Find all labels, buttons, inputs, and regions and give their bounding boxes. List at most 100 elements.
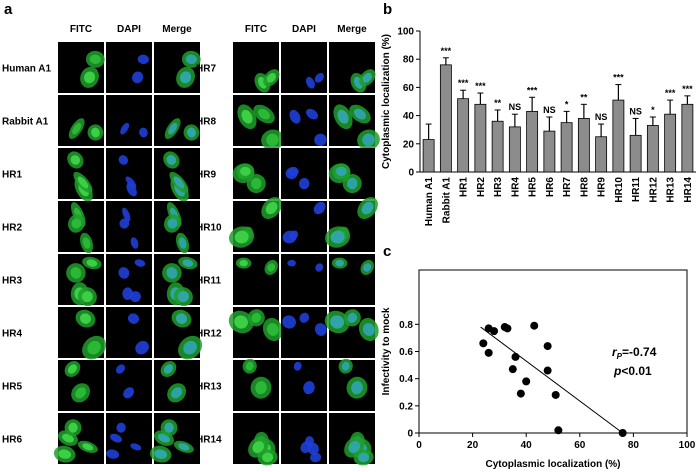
- micrograph: [58, 307, 107, 360]
- nucleus-green: [86, 259, 98, 267]
- nucleus-green: [266, 323, 279, 336]
- nucleus: [354, 108, 367, 120]
- point: [522, 377, 531, 386]
- nucleus: [346, 177, 358, 190]
- x-tick-label: HR8: [579, 177, 590, 197]
- nucleus: [177, 291, 189, 303]
- micrograph: [329, 358, 375, 411]
- nucleus-green: [234, 230, 249, 244]
- micrograph: [154, 148, 200, 202]
- significance-label: ***: [527, 85, 538, 95]
- nucleus-green: [241, 109, 253, 124]
- nucleus-green: [258, 108, 271, 120]
- row-label: HR7: [196, 64, 216, 75]
- nucleus: [120, 122, 130, 135]
- nucleus: [180, 71, 192, 84]
- significance-label: ***: [458, 78, 469, 88]
- nucleus: [362, 323, 375, 336]
- micrograph: [324, 307, 379, 358]
- bar: [664, 113, 677, 173]
- micrograph: [106, 95, 152, 146]
- nucleus: [158, 433, 170, 443]
- micrograph: [325, 197, 378, 252]
- significance-label: NS: [595, 112, 608, 122]
- bar: [560, 122, 573, 173]
- nucleus: [178, 443, 190, 451]
- nucleus: [305, 76, 315, 89]
- micrograph: [281, 42, 327, 93]
- nucleus: [122, 207, 131, 222]
- nucleus: [163, 364, 173, 374]
- significance-label: ***: [475, 81, 486, 91]
- bar: [457, 98, 470, 173]
- micrograph: [53, 413, 104, 464]
- micrograph: [154, 95, 200, 146]
- nucleus-green: [234, 315, 248, 329]
- nucleus: [171, 387, 183, 399]
- nucleus: [134, 259, 146, 267]
- nucleus: [127, 313, 140, 324]
- nucleus-green: [75, 387, 87, 399]
- nucleus-green: [84, 71, 96, 84]
- micrograph: [106, 254, 152, 305]
- nucleus: [314, 323, 327, 336]
- nucleus: [135, 340, 149, 355]
- nucleus: [118, 267, 130, 279]
- micrograph: [281, 254, 327, 305]
- nucleus: [362, 133, 375, 146]
- nucleus: [137, 54, 149, 64]
- row-label: HR13: [196, 382, 222, 393]
- bar: [439, 64, 452, 173]
- x-tick-label: 40: [521, 440, 533, 451]
- nucleus-green: [267, 263, 276, 272]
- nucleus-green: [62, 433, 74, 443]
- nucleus: [129, 291, 141, 303]
- micrograph: [329, 42, 376, 93]
- bar: [508, 126, 521, 173]
- nucleus: [330, 315, 344, 329]
- bar: [474, 103, 487, 173]
- nucleus-green: [252, 441, 265, 454]
- nucleus-green: [266, 72, 276, 83]
- micrograph: [328, 148, 375, 199]
- micrograph: [228, 307, 283, 358]
- nucleus: [341, 361, 350, 371]
- significance-label: ***: [441, 46, 452, 56]
- micrograph: [106, 42, 152, 93]
- nucleus: [314, 72, 324, 83]
- point: [516, 389, 525, 398]
- nucleus-green: [72, 122, 82, 135]
- nucleus-green: [82, 443, 94, 451]
- bar: [595, 136, 608, 173]
- micrograph: [329, 413, 375, 466]
- y-tick-label: 0.4: [399, 374, 413, 385]
- row-label: HR11: [196, 276, 221, 287]
- nucleus-green: [70, 155, 81, 165]
- x-tick-label: HR4: [510, 177, 521, 197]
- point: [543, 366, 552, 375]
- micrograph: [329, 254, 375, 305]
- panel-label: c: [383, 243, 391, 260]
- y-axis-label: Infectivity to mock: [381, 307, 392, 395]
- nucleus: [315, 263, 324, 272]
- point: [479, 339, 488, 348]
- annotation: p<0.01: [613, 364, 652, 378]
- y-tick-label: 0: [407, 429, 413, 440]
- micrograph: [106, 148, 152, 199]
- x-tick-label: HR12: [648, 177, 659, 203]
- micrograph: [154, 201, 200, 254]
- nucleus: [293, 361, 302, 371]
- micrograph: [281, 413, 327, 464]
- micrograph: [106, 201, 152, 252]
- row-label: Human A1: [2, 64, 52, 75]
- x-tick-label: HR1: [459, 177, 470, 197]
- nucleus: [330, 230, 345, 244]
- nucleus-green: [71, 218, 82, 229]
- nucleus: [167, 218, 178, 229]
- nucleus: [119, 218, 130, 229]
- significance-label: ***: [665, 88, 676, 98]
- y-tick-label: 40: [403, 111, 415, 122]
- micrograph: [281, 148, 327, 199]
- y-tick-label: 100: [397, 27, 414, 38]
- micrograph: [154, 307, 203, 360]
